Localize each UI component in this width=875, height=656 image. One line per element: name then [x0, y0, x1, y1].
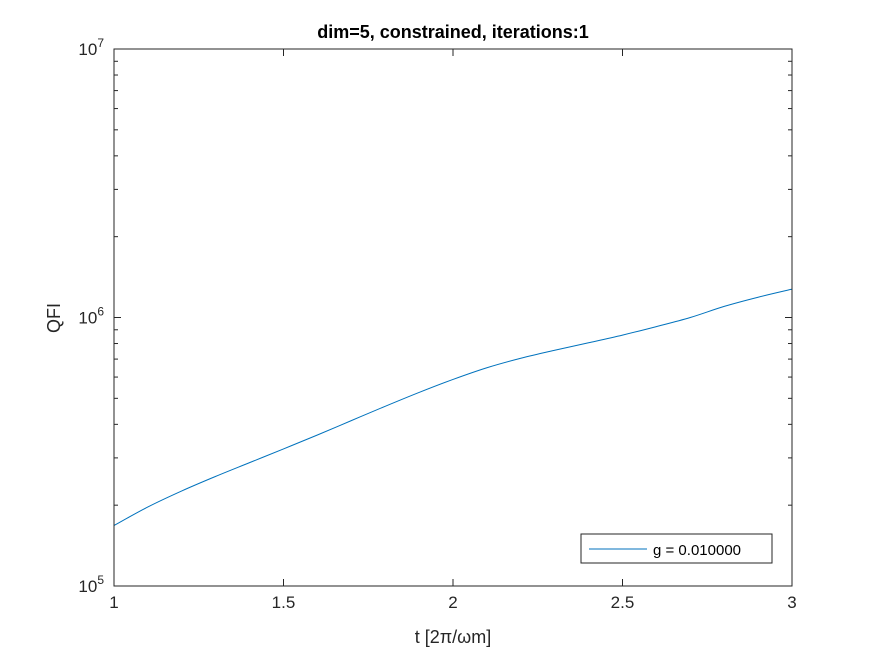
legend[interactable]: g = 0.010000 — [580, 533, 773, 564]
x-tick-labels: 1 1.5 2 2.5 3 — [109, 593, 796, 612]
x-tick-label: 1.5 — [272, 593, 296, 612]
plot-area — [114, 49, 792, 586]
x-tick-label: 1 — [109, 593, 118, 612]
series-line — [113, 288, 793, 526]
y-axis-label: QFI — [44, 303, 64, 333]
legend-entry-label: g = 0.010000 — [653, 542, 741, 559]
x-tick-label: 3 — [787, 593, 796, 612]
x-tick-label: 2 — [448, 593, 457, 612]
plot-frame — [113, 48, 793, 587]
chart-title: dim=5, constrained, iterations:1 — [317, 22, 589, 42]
series-layer — [113, 288, 793, 526]
minor-ticks — [114, 60, 792, 506]
x-tick-label: 2.5 — [611, 593, 635, 612]
x-axis-label: t [2π/ωm] — [415, 627, 491, 647]
